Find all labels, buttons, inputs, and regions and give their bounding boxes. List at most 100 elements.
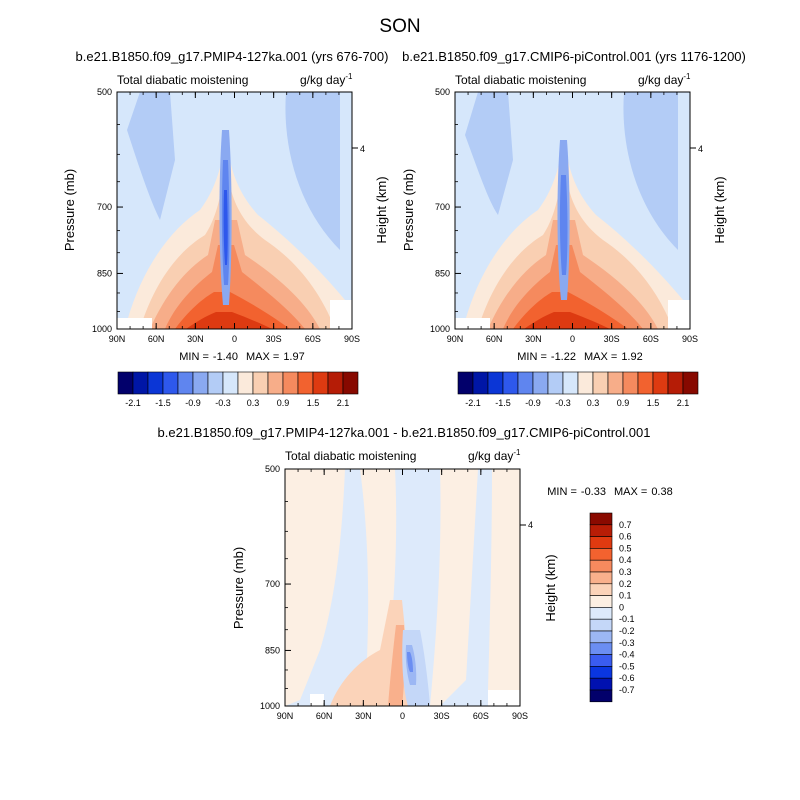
colorbar-swatch (589, 689, 613, 703)
colorbar-swatch (327, 371, 344, 395)
colorbar-swatch (589, 559, 613, 573)
y-tick-label: 500 (97, 87, 112, 97)
panel-b-ylabel-right: Height (km) (712, 176, 727, 243)
colorbar-swatch (297, 371, 314, 395)
colorbar-label: 0.7 (619, 520, 632, 530)
colorbar-swatch (589, 524, 613, 537)
panel-b-axes: 90N 60N 30N 0 30S 60S 90S 500 700 850 1000 (430, 87, 698, 344)
colorbar-swatch (267, 371, 284, 395)
colorbar-swatch (589, 595, 613, 608)
panel-c-title: b.e21.B1850.f09_g17.PMIP4-127ka.001 - b.… (158, 425, 651, 440)
colorbar-swatch (589, 642, 613, 655)
panel-c-colorbar: 0.70.60.50.40.30.20.10-0.1-0.2-0.3-0.4-0… (589, 512, 635, 703)
colorbar-swatch (132, 371, 149, 395)
colorbar-label: -0.9 (525, 398, 541, 408)
x-tick-label: 90S (682, 334, 698, 344)
y-tick-label: 700 (97, 202, 112, 212)
y-tick-label: 500 (435, 87, 450, 97)
colorbar-label: -0.6 (619, 673, 635, 683)
panel-b-units: g/kg day-1 (638, 72, 691, 87)
panel-a-height-tick: 4 (360, 144, 365, 154)
colorbar-label: 0.9 (277, 398, 290, 408)
panel-c-ylabel-right: Height (km) (543, 554, 558, 621)
panel-b-colorbar: -2.1 -1.5 -0.9 -0.3 0.3 0.9 1.5 2.1 (457, 371, 699, 408)
panel-c-ylabel: Pressure (mb) (231, 547, 246, 629)
x-tick-label: 30S (434, 711, 450, 721)
colorbar-label: -0.5 (619, 661, 635, 671)
colorbar-swatch (282, 371, 299, 395)
x-tick-label: 90S (344, 334, 360, 344)
colorbar-label: -0.3 (619, 638, 635, 648)
x-tick-label: 60S (643, 334, 659, 344)
colorbar-swatch (547, 371, 564, 395)
y-tick-label: 850 (97, 268, 112, 278)
colorbar-swatch (652, 371, 669, 395)
colorbar-swatch (589, 571, 613, 585)
colorbar-swatch (592, 371, 609, 395)
colorbar-swatch (589, 666, 613, 679)
colorbar-label: 0.3 (619, 567, 632, 577)
colorbar-label: 0.2 (619, 579, 632, 589)
colorbar-label: -0.1 (619, 614, 635, 624)
x-tick-label: 60S (473, 711, 489, 721)
colorbar-swatch (589, 512, 613, 526)
colorbar-swatch (532, 371, 549, 395)
colorbar-swatch (222, 371, 239, 395)
x-tick-label: 30N (187, 334, 204, 344)
panel-a-minmax: MIN = -1.40 MAX = 1.97 (179, 351, 304, 363)
colorbar-label: 2.1 (677, 398, 690, 408)
colorbar-swatch (589, 583, 613, 596)
y-tick-label: 1000 (430, 324, 450, 334)
colorbar-swatch (162, 371, 179, 395)
panel-a-field (117, 92, 352, 329)
colorbar-swatch (589, 677, 613, 691)
colorbar-swatch (502, 371, 519, 395)
x-tick-label: 60N (148, 334, 165, 344)
x-tick-label: 0 (232, 334, 237, 344)
colorbar-swatch (177, 371, 194, 395)
colorbar-label: 0.6 (619, 532, 632, 542)
panel-c-axes: 90N 60N 30N 0 30S 60S 90S 500 700 850 1000 (260, 464, 528, 721)
colorbar-swatch (342, 371, 359, 395)
y-tick-label: 1000 (260, 701, 280, 711)
panel-b: b.e21.B1850.f09_g17.CMIP6-piControl.001 … (401, 49, 746, 408)
colorbar-swatch (252, 371, 269, 395)
x-tick-label: 30S (604, 334, 620, 344)
colorbar-swatch (117, 371, 134, 395)
colorbar-label: -0.2 (619, 626, 635, 636)
colorbar-swatch (472, 371, 489, 395)
colorbar-swatch (589, 630, 613, 644)
colorbar-swatch (589, 654, 613, 667)
panel-c-field (285, 469, 520, 706)
y-tick-label: 700 (435, 202, 450, 212)
colorbar-label: 2.1 (337, 398, 350, 408)
colorbar-swatch (457, 371, 474, 395)
colorbar-swatch (207, 371, 224, 395)
colorbar-swatch (589, 536, 613, 549)
colorbar-label: 0.1 (619, 591, 632, 601)
y-tick-label: 500 (265, 464, 280, 474)
colorbar-swatch (487, 371, 504, 395)
panel-b-ylabel: Pressure (mb) (401, 169, 416, 251)
colorbar-label: 1.5 (307, 398, 320, 408)
panel-c-left-label: Total diabatic moistening (285, 449, 416, 463)
colorbar-swatch (312, 371, 329, 395)
colorbar-label: -1.5 (155, 398, 171, 408)
x-tick-label: 90N (109, 334, 126, 344)
colorbar-swatch (192, 371, 209, 395)
x-tick-label: 60N (316, 711, 333, 721)
colorbar-swatch (562, 371, 579, 395)
colorbar-swatch (637, 371, 654, 395)
colorbar-label: -0.7 (619, 685, 635, 695)
colorbar-label: 1.5 (647, 398, 660, 408)
panel-a-ylabel-right: Height (km) (374, 176, 389, 243)
x-tick-label: 90N (447, 334, 464, 344)
panel-a-left-label: Total diabatic moistening (117, 73, 248, 87)
x-tick-label: 90N (277, 711, 294, 721)
colorbar-label: 0.5 (619, 543, 632, 553)
colorbar-label: -0.3 (215, 398, 231, 408)
panel-b-left-label: Total diabatic moistening (455, 73, 586, 87)
colorbar-label: -2.1 (125, 398, 141, 408)
panel-c-height-tick: 4 (528, 520, 533, 530)
